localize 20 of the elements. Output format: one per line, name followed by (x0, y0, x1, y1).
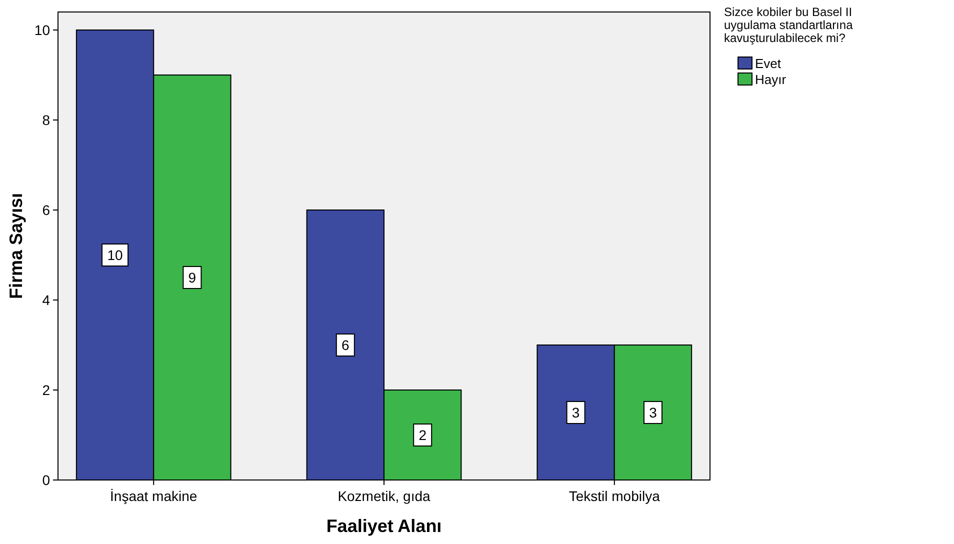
y-tick-label: 0 (42, 472, 50, 488)
y-tick-label: 10 (34, 22, 50, 38)
x-tick-label: İnşaat makine (110, 488, 198, 504)
legend-title: Sizce kobiler bu Basel II uygulama standartlarına kavuşturulabilecek mi? (724, 5, 854, 45)
data-label: 9 (188, 270, 196, 286)
data-label: 3 (649, 404, 658, 420)
legend-label: Hayır (755, 72, 787, 87)
x-tick-label: Kozmetik, gıda (338, 488, 431, 504)
y-tick-label: 4 (42, 292, 50, 308)
data-label: 2 (418, 427, 427, 443)
data-label: 10 (107, 247, 124, 263)
y-tick-label: 2 (42, 382, 50, 398)
x-tick-label: Tekstil mobilya (568, 488, 660, 504)
data-label: 6 (342, 337, 350, 353)
x-axis-title: Faaliyet Alanı (326, 516, 442, 536)
legend-label: Evet (755, 56, 782, 71)
y-tick-label: 8 (42, 112, 50, 128)
y-axis-title: Firma Sayısı (6, 192, 26, 300)
y-tick-label: 6 (42, 202, 50, 218)
data-label: 3 (572, 404, 580, 420)
